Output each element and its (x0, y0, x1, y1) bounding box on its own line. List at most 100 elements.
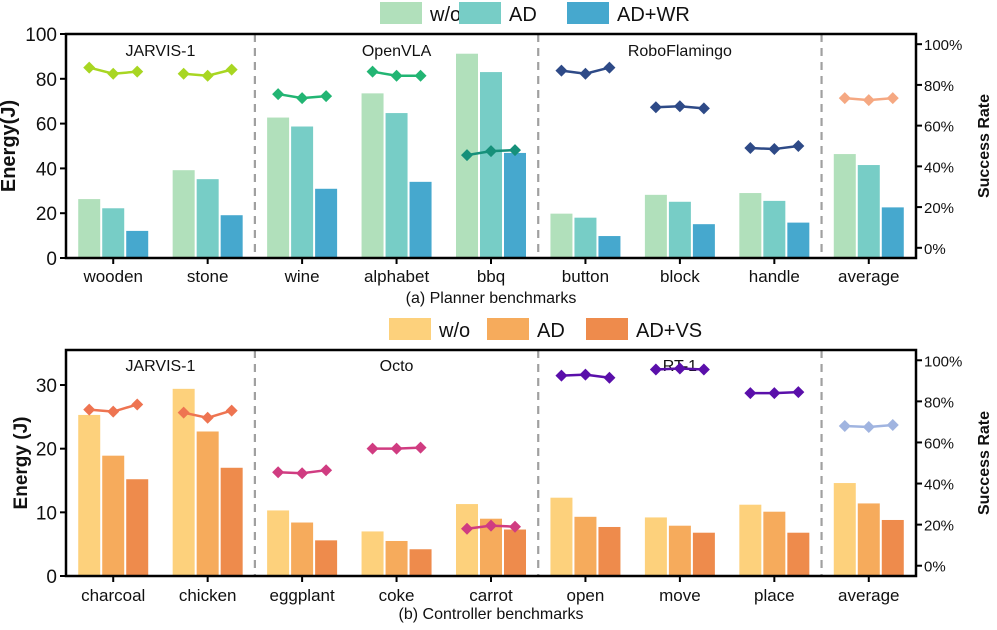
panel-b-xtick-label-carrot: carrot (469, 586, 513, 605)
panel-a-bar-block-AD (668, 201, 691, 258)
panel-b-success-marker-place (792, 386, 805, 399)
panel-b-bar-average-AD (857, 503, 880, 576)
panel-a-success-marker-average (886, 92, 899, 105)
panel-b-ytick-label: 30 (36, 376, 57, 397)
panel-a-legend-label-2: AD+WR (617, 4, 690, 26)
panel-b-subtitle: (b) Controller benchmarks (399, 606, 584, 623)
panel-b-y2label: Success Rate (976, 411, 993, 515)
panel-b-success-marker-coke (414, 441, 427, 454)
panel-b-y2tick-label: 40% (924, 477, 954, 494)
panel-a-legend-label-0: w/o (429, 4, 461, 26)
panel-b-y2tick-label: 0% (924, 559, 946, 576)
panel-b-legend-swatch-1 (487, 318, 529, 340)
panel-b-y2tick-label: 100% (924, 353, 962, 370)
panel-b-group-label: Octo (380, 358, 414, 375)
panel-a-success-marker-average (862, 94, 875, 107)
panel-b-xtick-label-place: place (754, 586, 795, 605)
panel-b-bar-average-w/o (833, 483, 856, 576)
panel-a-bar-button-AD (574, 217, 597, 258)
panel-b-xtick-label-chicken: chicken (179, 586, 237, 605)
panel-a-legend-label-1: AD (509, 4, 537, 26)
panel-a-y2tick-label: 80% (924, 78, 954, 95)
panel-a-success-marker-alphabet (414, 69, 427, 82)
panel-b-success-marker-average (862, 421, 875, 434)
panel-a-success-marker-alphabet (366, 65, 379, 78)
panel-a-xtick-label-alphabet: alphabet (364, 267, 430, 286)
panel-b-bar-carrot-AD (480, 518, 502, 576)
panel-b-success-marker-move (673, 362, 686, 375)
panel-b-bar-average-AD+VS (881, 519, 904, 576)
panel-a-success-marker-bbq (485, 145, 497, 158)
panel-a-success-marker-block (649, 101, 662, 114)
panel-b-success-marker-chicken (225, 404, 238, 417)
panel-a-xtick-label-wine: wine (284, 267, 320, 286)
panel-a-y2label: Success Rate (976, 94, 993, 198)
panel-b-legend-swatch-2 (586, 318, 628, 340)
panel-a-bar-average-AD (857, 165, 880, 258)
panel-a-ytick-label: 80 (36, 70, 57, 91)
panel-b-xtick-label-coke: coke (379, 586, 415, 605)
panel-b-legend-swatch-0 (389, 318, 431, 340)
panel-a-ytick-label: 0 (46, 249, 57, 270)
panel-b-bar-open-w/o (550, 497, 573, 576)
panel-a-legend-swatch-2 (567, 2, 609, 24)
panel-b-legend-label-1: AD (537, 320, 565, 342)
panel-b-ytick-label: 20 (36, 440, 57, 461)
panel-b-bar-carrot-AD+VS (504, 529, 526, 576)
panel-a-success-marker-bbq (461, 149, 473, 162)
panel-b-xtick-label-eggplant: eggplant (269, 586, 335, 605)
panel-a-ytick-label: 20 (36, 204, 57, 225)
panel-a-group-label: JARVIS-1 (125, 43, 195, 60)
panel-a-bar-stone-AD+WR (220, 215, 243, 258)
panel-b-success-marker-average (886, 418, 899, 431)
panel-a-success-marker-handle (768, 143, 781, 156)
panel-b-success-marker-chicken (201, 411, 214, 424)
panel-a-bar-block-w/o (644, 194, 667, 258)
panel-b-success-marker-carrot (461, 522, 473, 535)
panel-a-y2tick-label: 20% (924, 200, 954, 217)
panel-a-success-marker-wooden (131, 65, 144, 78)
panel-b-bar-charcoal-AD+VS (126, 479, 149, 576)
panel-a-success-marker-block (697, 102, 710, 115)
panel-b-bar-eggplant-AD+VS (315, 540, 338, 576)
panel-a-bar-alphabet-AD+WR (409, 181, 432, 258)
panel-b-success-marker-charcoal (107, 405, 120, 418)
panel-a-success-marker-button (579, 67, 592, 80)
panel-a-bar-handle-AD (763, 200, 786, 258)
panel-a-success-marker-alphabet (390, 69, 403, 82)
panel-b-bar-place-w/o (739, 504, 762, 576)
panel-b-success-marker-move (697, 363, 710, 376)
panel-b-xtick-label-open: open (567, 586, 605, 605)
panel-b-bar-coke-w/o (361, 531, 384, 576)
panel-b-success-marker-eggplant (296, 467, 309, 480)
panel-a-bar-wine-AD+WR (315, 188, 338, 258)
panel-a-success-marker-button (603, 61, 616, 74)
panel-a-xtick-label-wooden: wooden (82, 267, 143, 286)
panel-b-success-marker-carrot (485, 519, 497, 532)
panel-b-legend-label-0: w/o (438, 320, 470, 342)
panel-a-xtick-label-stone: stone (187, 267, 229, 286)
panel-a-bar-average-AD+WR (881, 207, 904, 258)
panel-b-xtick-label-charcoal: charcoal (81, 586, 145, 605)
panel-b-success-marker-coke (366, 442, 379, 455)
panel-b-success-marker-open (555, 369, 568, 382)
panel-a-ylabel: Energy(J) (0, 100, 20, 192)
panel-a-bar-stone-AD (196, 179, 219, 258)
panel-a-bar-handle-w/o (739, 193, 762, 258)
panel-a-legend-swatch-1 (459, 2, 501, 24)
panel-a-bar-wooden-AD (102, 208, 125, 258)
panel-b-success-marker-chicken (177, 406, 190, 419)
panel-b-success-marker-open (579, 368, 592, 381)
panel-b-bar-chicken-AD (196, 431, 219, 576)
panel-a-bar-alphabet-AD (385, 113, 408, 259)
panel-a-subtitle: (a) Planner benchmarks (406, 290, 577, 307)
panel-b-bar-place-AD (763, 511, 786, 576)
panel-a-success-marker-button (555, 64, 568, 77)
panel-b-bar-eggplant-AD (291, 522, 314, 576)
panel-b-success-marker-place (744, 387, 757, 400)
panel-b-bar-eggplant-w/o (267, 510, 290, 576)
panel-b-group-label: JARVIS-1 (125, 358, 195, 375)
panel-a-bar-wooden-AD+WR (126, 230, 149, 258)
panel-b-success-marker-eggplant (320, 464, 333, 477)
